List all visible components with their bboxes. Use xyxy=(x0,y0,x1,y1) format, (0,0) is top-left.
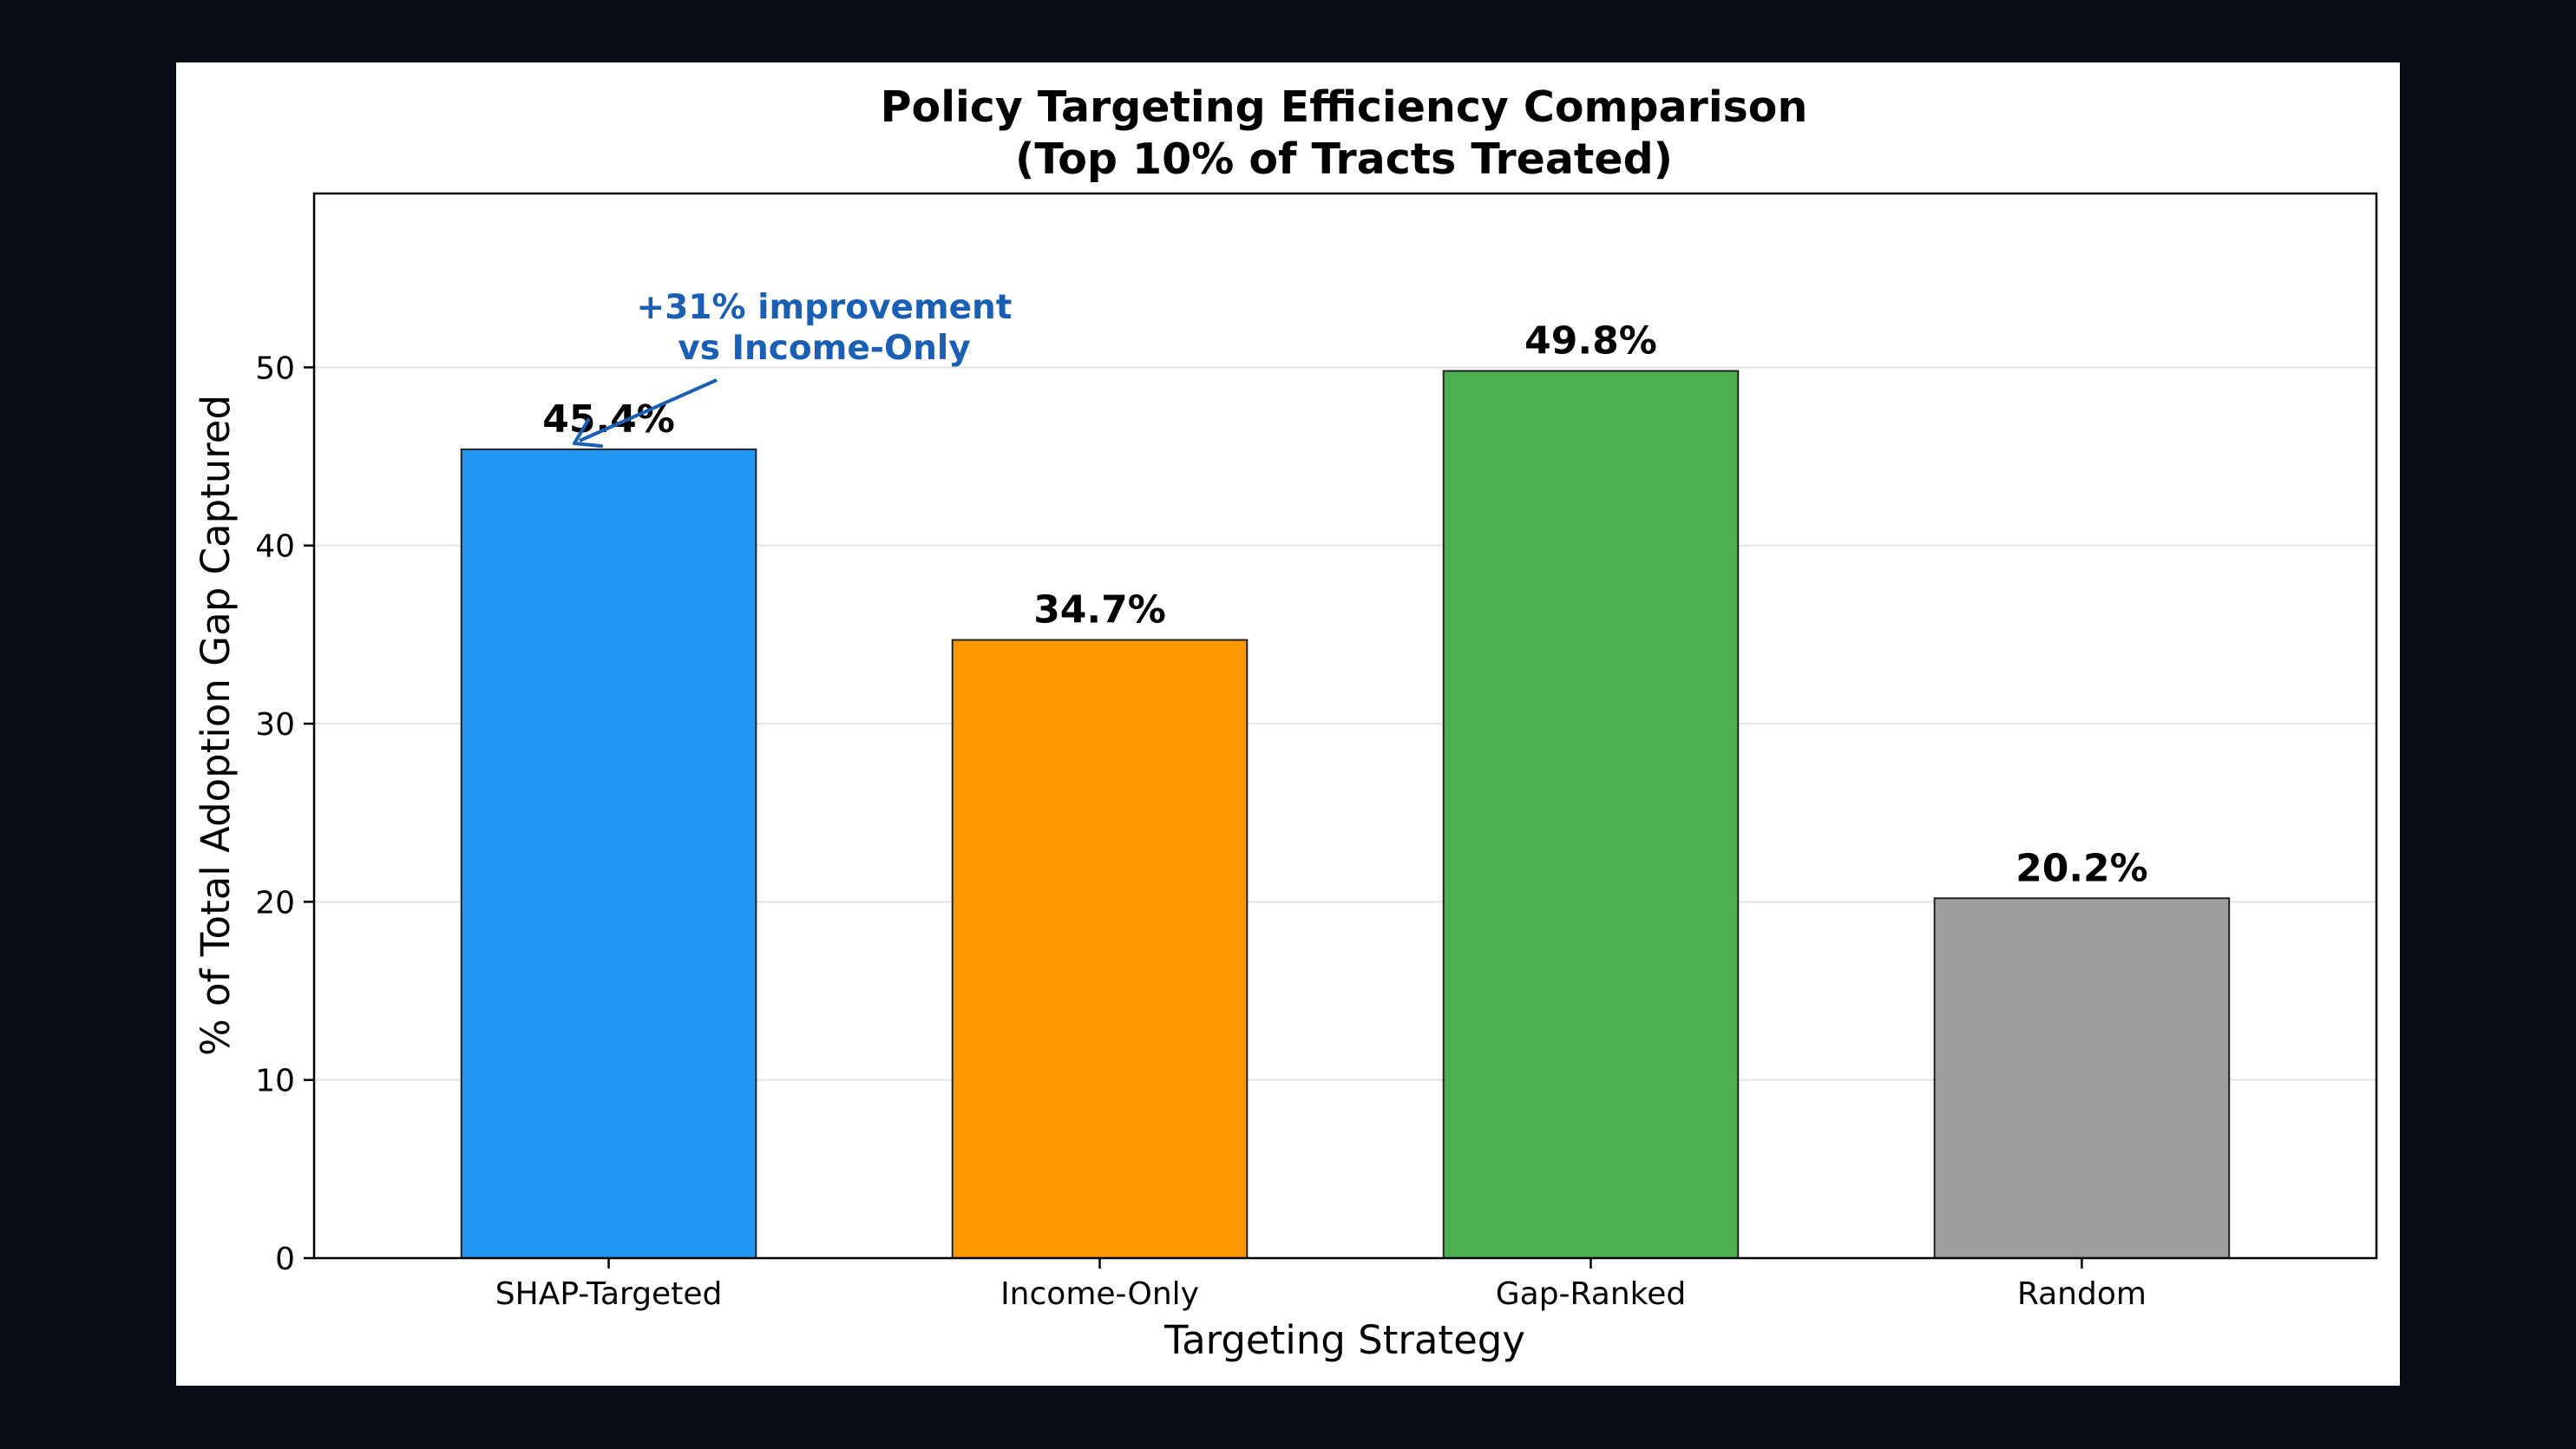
bar-value-label: 34.7% xyxy=(1033,588,1166,633)
x-tick-label: Gap-Ranked xyxy=(1496,1276,1686,1312)
annotation-line1: +31% improvement xyxy=(637,288,1013,327)
x-tick-label: Random xyxy=(2017,1276,2147,1312)
x-axis-ticks: SHAP-Targeted Income-Only Gap-Ranked Random xyxy=(495,1258,2147,1312)
y-tick-label: 40 xyxy=(255,529,295,565)
x-tick-label: SHAP-Targeted xyxy=(495,1276,723,1312)
bar-value-label: 45.4% xyxy=(542,397,675,442)
y-tick-label: 30 xyxy=(255,707,295,743)
annotation-arrow-head xyxy=(573,418,603,448)
x-tick-label: Income-Only xyxy=(1000,1276,1199,1312)
annotation-arrow-line xyxy=(579,378,718,443)
bar-income-only xyxy=(951,639,1249,1259)
bar-value-label: 20.2% xyxy=(2016,846,2148,890)
y-axis-ticks: 0 10 20 30 40 50 xyxy=(255,351,314,1277)
bar-gap-ranked xyxy=(1442,370,1740,1259)
bar-shap-targeted xyxy=(460,448,757,1259)
bars xyxy=(460,370,2231,1259)
annotation-line2: vs Income-Only xyxy=(678,329,970,368)
x-axis-label: Targeting Strategy xyxy=(1163,1317,1525,1363)
plot-frame xyxy=(312,192,2378,1260)
y-tick-label: 10 xyxy=(255,1064,295,1099)
annotation: +31% improvement vs Income-Only xyxy=(573,288,1013,448)
bar-random xyxy=(1933,897,2231,1259)
chart-title-line1: Policy Targeting Efficiency Comparison xyxy=(881,82,1808,132)
y-tick-label: 0 xyxy=(275,1242,295,1277)
bar-value-label: 49.8% xyxy=(1524,319,1657,364)
y-tick-label: 50 xyxy=(255,351,295,386)
y-axis-label: % of Total Adoption Gap Captured xyxy=(193,395,239,1056)
bar-value-labels: 45.4% 34.7% 49.8% 20.2% xyxy=(542,319,2148,891)
y-tick-label: 20 xyxy=(255,885,295,921)
chart-title-line2: (Top 10% of Tracts Treated) xyxy=(1015,134,1673,184)
